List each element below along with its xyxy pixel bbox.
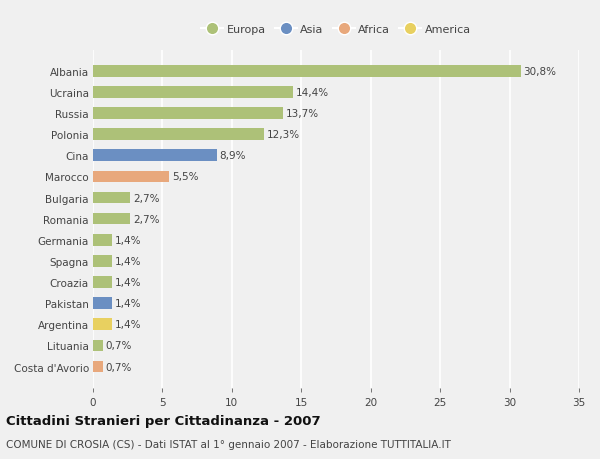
Bar bbox=[93, 277, 112, 288]
Bar bbox=[93, 66, 521, 78]
Text: 14,4%: 14,4% bbox=[296, 88, 329, 98]
Bar bbox=[93, 171, 169, 183]
Text: 8,9%: 8,9% bbox=[220, 151, 246, 161]
Text: 0,7%: 0,7% bbox=[106, 362, 132, 372]
Text: 1,4%: 1,4% bbox=[115, 319, 142, 330]
Bar bbox=[93, 87, 293, 99]
Text: 1,4%: 1,4% bbox=[115, 256, 142, 266]
Text: Cittadini Stranieri per Cittadinanza - 2007: Cittadini Stranieri per Cittadinanza - 2… bbox=[6, 414, 320, 428]
Text: 12,3%: 12,3% bbox=[266, 130, 299, 140]
Bar bbox=[93, 213, 130, 225]
Text: 30,8%: 30,8% bbox=[523, 67, 556, 77]
Bar bbox=[93, 298, 112, 309]
Text: 0,7%: 0,7% bbox=[106, 341, 132, 351]
Text: 1,4%: 1,4% bbox=[115, 235, 142, 245]
Text: 13,7%: 13,7% bbox=[286, 109, 319, 119]
Bar bbox=[93, 319, 112, 330]
Bar bbox=[93, 150, 217, 162]
Text: 2,7%: 2,7% bbox=[133, 193, 160, 203]
Bar bbox=[93, 361, 103, 373]
Text: 1,4%: 1,4% bbox=[115, 277, 142, 287]
Bar bbox=[93, 192, 130, 204]
Bar bbox=[93, 340, 103, 352]
Text: 1,4%: 1,4% bbox=[115, 298, 142, 308]
Bar bbox=[93, 256, 112, 267]
Text: 5,5%: 5,5% bbox=[172, 172, 199, 182]
Bar bbox=[93, 108, 283, 120]
Bar bbox=[93, 129, 264, 140]
Text: COMUNE DI CROSIA (CS) - Dati ISTAT al 1° gennaio 2007 - Elaborazione TUTTITALIA.: COMUNE DI CROSIA (CS) - Dati ISTAT al 1°… bbox=[6, 440, 451, 449]
Text: 2,7%: 2,7% bbox=[133, 214, 160, 224]
Bar bbox=[93, 235, 112, 246]
Legend: Europa, Asia, Africa, America: Europa, Asia, Africa, America bbox=[199, 22, 473, 37]
